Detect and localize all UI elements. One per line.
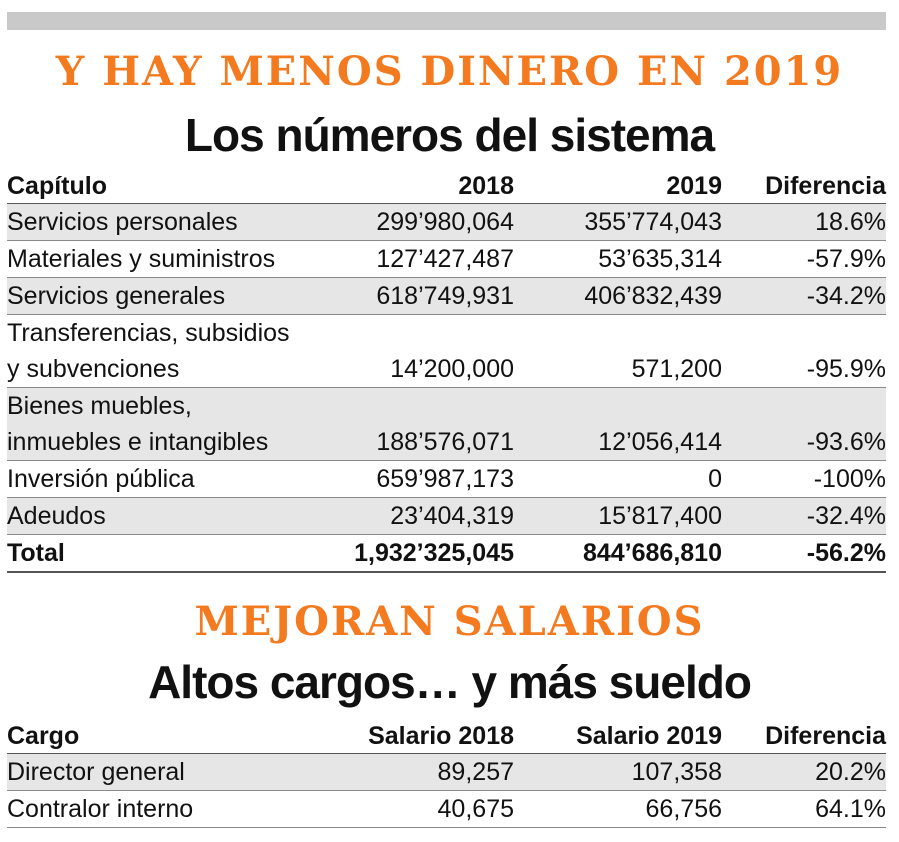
row-label: Transferencias, subsidios y subvenciones [7, 314, 290, 388]
value-2018: 127’427,487 [277, 240, 514, 278]
table-row: Servicios personales 299’980,064 355’774… [7, 203, 886, 241]
row-label: Bienes muebles, inmuebles e intangibles [7, 387, 277, 461]
value-diff: -32.4% [722, 497, 886, 535]
cargo-label: Director general [7, 753, 277, 791]
value-2019: 15’817,400 [514, 497, 722, 535]
header-salario-2018: Salario 2018 [277, 719, 514, 754]
table-row: Contralor interno 40,675 66,756 64.1% [7, 790, 886, 828]
table-row: Adeudos 23’404,319 15’817,400 -32.4% [7, 497, 886, 535]
value-2018: 618’749,931 [277, 277, 514, 315]
salary-diff: 20.2% [722, 753, 886, 791]
value-2019: 406’832,439 [514, 277, 722, 315]
header-capitulo: Capítulo [7, 169, 277, 204]
table-row: Transferencias, subsidios y subvenciones… [7, 314, 886, 388]
table-row: Director general 89,257 107,358 20.2% [7, 753, 886, 791]
budget-table-header-row: Capítulo 2018 2019 Diferencia [7, 169, 886, 204]
value-2018: 659’987,173 [277, 460, 514, 498]
value-2019: 12’056,414 [514, 387, 722, 461]
value-2018: 299’980,064 [277, 203, 514, 241]
header-salario-2019: Salario 2019 [514, 719, 722, 754]
value-2019: 53’635,314 [514, 240, 722, 278]
row-label-line: Materiales y suministros [7, 245, 276, 273]
row-label-line: Bienes muebles, [7, 392, 192, 420]
total-2018: 1,932’325,045 [277, 534, 514, 573]
total-diff: -56.2% [722, 534, 886, 573]
row-label-line: Servicios generales [7, 282, 226, 310]
budget-table: Capítulo 2018 2019 Diferencia Servicios … [7, 169, 886, 573]
row-label: Servicios personales [7, 203, 277, 241]
row-label-line: Inversión pública [7, 465, 195, 493]
row-label: Materiales y suministros [7, 240, 277, 278]
row-label-line: Adeudos [7, 502, 106, 530]
value-diff: -93.6% [722, 387, 886, 461]
row-label: Servicios generales [7, 277, 277, 315]
row-label: Adeudos [7, 497, 277, 535]
value-diff: -34.2% [722, 277, 886, 315]
salary-2018: 40,675 [277, 790, 514, 828]
header-diferencia: Diferencia [722, 719, 886, 754]
value-2018: 14’200,000 [277, 314, 514, 388]
salary-table-header-row: Cargo Salario 2018 Salario 2019 Diferenc… [7, 719, 886, 754]
header-2019: 2019 [514, 169, 722, 204]
header-cargo: Cargo [7, 719, 277, 754]
row-label-line: Servicios personales [7, 208, 238, 236]
top-divider-bar [7, 12, 886, 30]
table-row: Bienes muebles, inmuebles e intangibles … [7, 387, 886, 461]
value-diff: -95.9% [722, 314, 886, 388]
row-label: Inversión pública [7, 460, 277, 498]
value-2019: 355’774,043 [514, 203, 722, 241]
table-row: Servicios generales 618’749,931 406’832,… [7, 277, 886, 315]
salary-diff: 64.1% [722, 790, 886, 828]
row-label-line: Transferencias, subsidios [7, 319, 290, 347]
row-label-line: inmuebles e intangibles [7, 428, 269, 456]
row-label-line: y subvenciones [7, 355, 180, 383]
value-diff: 18.6% [722, 203, 886, 241]
total-label: Total [7, 534, 277, 573]
salary-2019: 107,358 [514, 753, 722, 791]
section2-kicker: MEJORAN SALARIOS [194, 598, 705, 645]
value-2018: 23’404,319 [277, 497, 514, 535]
section1-headline: Los números del sistema [184, 109, 715, 161]
total-row: Total 1,932’325,045 844’686,810 -56.2% [7, 534, 886, 573]
cargo-label: Contralor interno [7, 790, 277, 828]
value-2018: 188’576,071 [277, 387, 514, 461]
header-2018: 2018 [277, 169, 514, 204]
table-row: Inversión pública 659’987,173 0 -100% [7, 460, 886, 498]
value-diff: -57.9% [722, 240, 886, 278]
section1-kicker: Y HAY MENOS DINERO EN 2019 [55, 48, 844, 95]
section2-headline: Altos cargos… y más sueldo [148, 656, 752, 708]
value-diff: -100% [722, 460, 886, 498]
salary-2018: 89,257 [277, 753, 514, 791]
value-2019: 571,200 [514, 314, 722, 388]
salary-2019: 66,756 [514, 790, 722, 828]
salary-table: Cargo Salario 2018 Salario 2019 Diferenc… [7, 719, 886, 828]
header-diferencia: Diferencia [722, 169, 886, 204]
total-2019: 844’686,810 [514, 534, 722, 573]
value-2019: 0 [514, 460, 722, 498]
table-row: Materiales y suministros 127’427,487 53’… [7, 240, 886, 278]
